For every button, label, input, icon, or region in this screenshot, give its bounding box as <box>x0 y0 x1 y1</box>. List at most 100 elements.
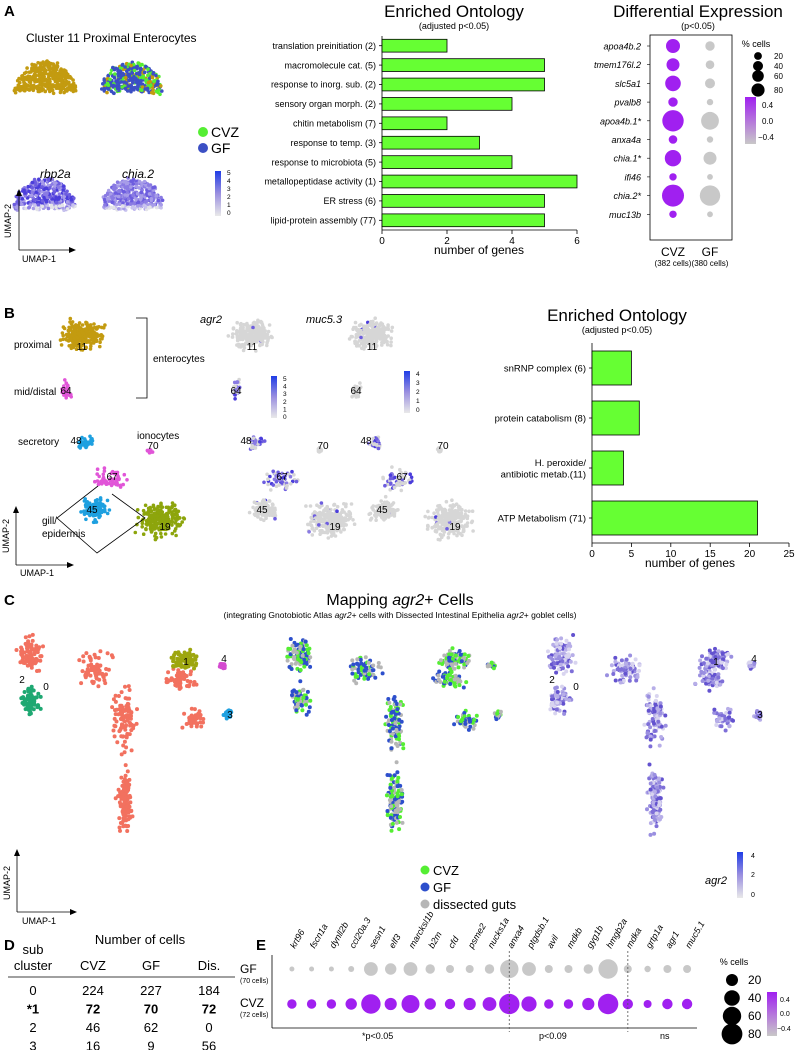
umap-cell <box>33 649 38 654</box>
umap-cell <box>98 502 103 507</box>
umap-cell <box>448 504 453 508</box>
umap-cell <box>355 657 360 662</box>
umap-cell <box>135 192 140 196</box>
umap-cell <box>159 195 163 200</box>
umap-cell <box>44 186 49 190</box>
umap-cell <box>401 742 406 747</box>
umap-cell <box>62 83 67 88</box>
umap-cell <box>354 681 359 686</box>
umap-cell <box>401 746 406 751</box>
umap-cell <box>308 655 313 660</box>
umap-cell <box>460 524 464 528</box>
umap-cell <box>113 693 118 698</box>
umap-cell <box>98 344 102 349</box>
umap-cell <box>147 90 151 95</box>
umap-cell <box>182 517 187 521</box>
ontology-a-title: Enriched Ontology <box>384 2 524 21</box>
umap-cell <box>137 72 142 77</box>
umap-cell <box>444 518 448 522</box>
umap-cell <box>17 85 22 90</box>
umap-cell <box>122 777 127 782</box>
ontology-label: antibiotic metab.(11) <box>501 470 586 481</box>
umap-cell <box>386 323 390 327</box>
umap-cell <box>395 744 400 748</box>
umap-cell <box>300 688 305 693</box>
umap-cell <box>426 523 430 528</box>
cluster-label: 67 <box>106 472 118 483</box>
umap-cell <box>154 83 158 87</box>
umap-cell <box>370 505 374 510</box>
umap-cell <box>127 688 132 692</box>
umap-cell <box>88 434 92 439</box>
umap-cell <box>464 524 469 528</box>
umap-cell <box>108 77 112 82</box>
umap-cell <box>131 193 135 198</box>
ontology-bar <box>381 58 545 72</box>
umap-cell <box>325 512 330 517</box>
umap-cell <box>180 672 185 677</box>
umap-cell <box>154 521 159 525</box>
umap-cell <box>464 680 469 685</box>
cluster-label: 70 <box>317 441 329 452</box>
axis-y-label-a: UMAP-2 <box>3 204 13 238</box>
umap-cell <box>135 508 140 512</box>
umap-cell <box>136 200 141 204</box>
umap-cell <box>71 203 75 207</box>
umap-cell <box>366 323 371 328</box>
umap-cell <box>357 328 362 333</box>
umap-cell <box>304 504 308 508</box>
umap-cell <box>305 689 310 694</box>
umap-cell <box>144 64 148 69</box>
panel-a: A Cluster 11 Proximal Enterocytes CVZ GF… <box>3 2 783 268</box>
umap-cell <box>267 499 272 503</box>
umap-cell <box>125 829 130 833</box>
umap-cell <box>91 335 95 339</box>
umap-cell <box>271 511 276 516</box>
umap-cell <box>141 75 145 80</box>
de-gene-label: pvalb8 <box>613 98 641 108</box>
label-gill: gill/ <box>42 516 57 527</box>
umap-cell <box>47 79 52 83</box>
panel-letter-a: A <box>4 3 15 20</box>
umap-cell <box>470 519 475 524</box>
umap-cell <box>49 203 54 208</box>
umap-cell <box>387 700 392 705</box>
umap-cell <box>116 207 121 211</box>
umap-cell <box>254 322 259 327</box>
umap-cell <box>122 708 127 713</box>
umap-cell <box>389 336 394 341</box>
umap-cell <box>129 88 134 92</box>
umap-cell <box>89 663 94 668</box>
umap-cell <box>382 518 386 522</box>
umap-cell <box>321 513 325 517</box>
umap-cell <box>122 816 127 820</box>
umap-cell <box>21 87 26 91</box>
ontology-bar <box>381 38 448 53</box>
umap-cell <box>144 527 148 531</box>
umap-cell <box>48 186 52 190</box>
umap-cell <box>350 667 355 672</box>
umap-cell <box>60 203 65 207</box>
umap-cell <box>146 67 150 71</box>
umap-cell <box>306 709 311 714</box>
umap-cell <box>271 483 276 487</box>
umap-cell <box>393 721 398 726</box>
label-epidermis: epidermis <box>42 529 85 540</box>
umap-cell <box>376 325 381 330</box>
umap-cell <box>266 329 271 334</box>
umap-cell <box>241 348 246 353</box>
scale-a-tick: 2 <box>227 194 231 201</box>
umap-cell <box>60 79 64 84</box>
umap-cell <box>299 703 304 708</box>
ontology-label: snRNP complex (6) <box>504 363 586 374</box>
umap-cell <box>450 498 454 503</box>
umap-cell <box>308 698 313 703</box>
ontology-label: sensory organ morph. (2) <box>275 99 376 109</box>
umap-cell <box>61 325 66 329</box>
umap-cell <box>270 502 275 507</box>
de-dot-gf <box>703 151 717 165</box>
umap-cell <box>463 509 468 513</box>
umap-cell <box>118 66 123 70</box>
